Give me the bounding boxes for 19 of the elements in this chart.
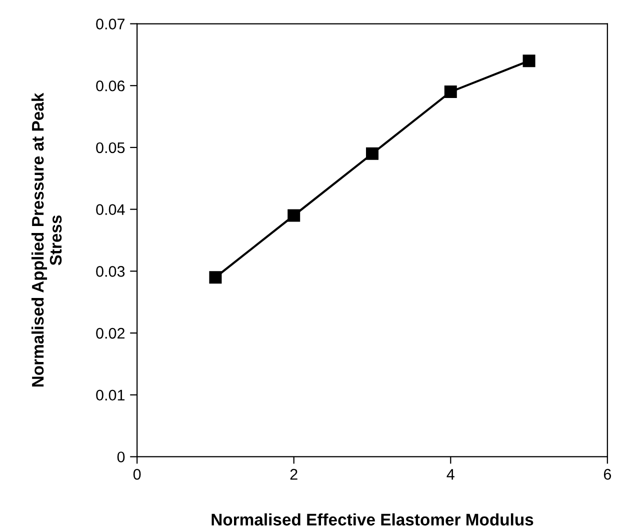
point (522, 54, 536, 68)
y-axis-title: Normalised Applied Pressure at Peak Stress (31, 92, 62, 387)
point (209, 271, 222, 284)
y-tick-label: 0.06 (96, 80, 125, 92)
x-axis-title: Normalised Effective Elastomer Modulus (212, 513, 534, 526)
point (444, 86, 457, 98)
y-tick-label: 0.07 (96, 18, 124, 30)
y-tick-label: 0.04 (96, 204, 125, 215)
x-tick-label: 0 (133, 468, 141, 480)
y-tick-label: 0.03 (96, 266, 125, 277)
point (288, 209, 300, 222)
y-tick-label: 0 (117, 452, 125, 462)
x-tick-label: 6 (604, 468, 611, 480)
x-tick-label: 2 (290, 468, 298, 480)
y-tick-label: 0.02 (96, 328, 124, 339)
x-tick-label: 4 (446, 469, 454, 480)
point (366, 147, 378, 160)
y-tick-label: 0.05 (96, 142, 125, 154)
y-tick-label: 0.01 (96, 390, 125, 401)
